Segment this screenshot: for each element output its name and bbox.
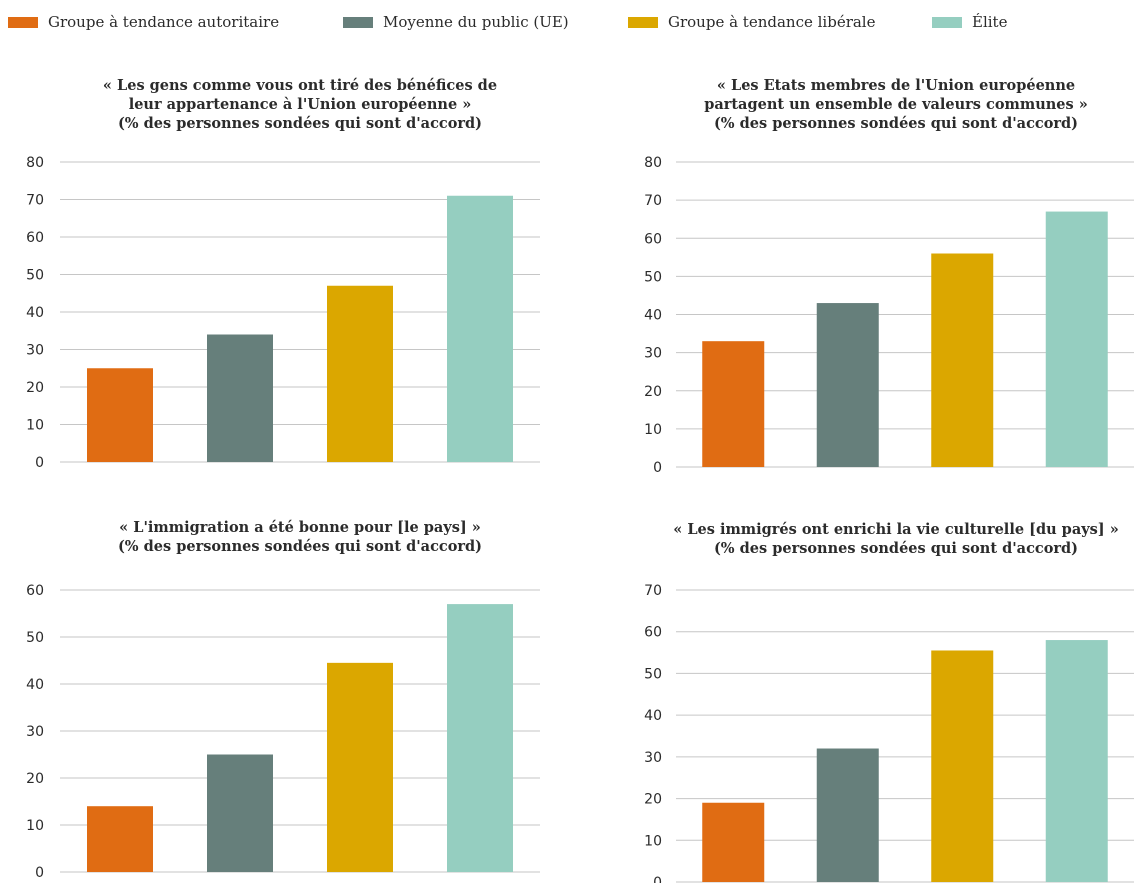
bar-2 <box>816 303 879 467</box>
chart-title-line: leur appartenance à l'Union européenne » <box>128 96 472 113</box>
legend-swatch-liberal <box>628 16 658 28</box>
y-tick-label: 30 <box>26 343 44 359</box>
bar-2 <box>207 754 273 872</box>
chart-title-line: (% des personnes sondées qui sont d'acco… <box>117 115 483 132</box>
y-tick-label: 20 <box>644 384 662 400</box>
legend-label-elite: Élite <box>972 13 1008 31</box>
y-tick-label: 30 <box>26 724 44 740</box>
legend-swatch-public-average <box>343 16 373 28</box>
y-tick-label: 30 <box>644 750 662 766</box>
y-tick-label: 60 <box>644 231 662 247</box>
bar-3 <box>327 285 393 462</box>
y-tick-label: 30 <box>644 346 662 362</box>
chart-title-line: partagent un ensemble de valeurs commune… <box>704 96 1088 113</box>
chart-title-immigration-good: « L'immigration a été bonne pour [le pay… <box>60 518 540 556</box>
bar-1 <box>702 341 765 467</box>
bar-4 <box>447 195 513 462</box>
y-tick-label: 10 <box>644 422 662 438</box>
y-tick-label: 60 <box>26 583 44 599</box>
y-tick-label: 10 <box>26 818 44 834</box>
y-tick-label: 60 <box>26 230 44 246</box>
chart-title-line: (% des personnes sondées qui sont d'acco… <box>117 538 483 555</box>
chart-title-eu-benefits: « Les gens comme vous ont tiré des bénéf… <box>60 76 540 133</box>
bar-4 <box>1045 640 1108 882</box>
y-tick-label: 10 <box>26 418 44 434</box>
bar-4 <box>447 604 513 872</box>
legend-item-authoritarian: Groupe à tendance autoritaire <box>8 13 279 31</box>
y-tick-label: 40 <box>644 308 662 324</box>
chart-title-line: « L'immigration a été bonne pour [le pay… <box>119 519 481 536</box>
y-tick-label: 10 <box>644 833 662 849</box>
y-tick-label: 70 <box>26 193 44 209</box>
y-tick-label: 40 <box>26 677 44 693</box>
y-tick-label: 50 <box>644 269 662 285</box>
bar-3 <box>931 650 994 882</box>
y-tick-label: 70 <box>644 583 662 599</box>
bar-2 <box>816 748 879 882</box>
bar-1 <box>702 802 765 882</box>
y-tick-label: 40 <box>644 708 662 724</box>
y-tick-label: 40 <box>26 305 44 321</box>
y-tick-label: 20 <box>644 792 662 808</box>
legend-item-public-average: Moyenne du public (UE) <box>343 13 569 31</box>
y-tick-label: 70 <box>644 193 662 209</box>
legend-swatch-elite <box>932 16 962 28</box>
chart-title-cultural-life: « Les immigrés ont enrichi la vie cultur… <box>656 520 1136 558</box>
y-tick-label: 0 <box>653 460 662 476</box>
y-tick-label: 50 <box>26 268 44 284</box>
chart-title-line: « Les gens comme vous ont tiré des bénéf… <box>102 77 498 94</box>
legend-item-liberal: Groupe à tendance libérale <box>628 13 875 31</box>
y-tick-label: 0 <box>35 455 44 471</box>
bar-3 <box>931 253 994 467</box>
y-tick-label: 80 <box>26 155 44 171</box>
chart-title-common-values: « Les Etats membres de l'Union européenn… <box>656 76 1136 133</box>
legend-item-elite: Élite <box>932 13 1007 31</box>
chart-title-line: (% des personnes sondées qui sont d'acco… <box>713 115 1079 132</box>
bar-1 <box>87 368 153 462</box>
legend: Groupe à tendance autoritaire Moyenne du… <box>0 0 1136 42</box>
y-tick-label: 80 <box>644 155 662 171</box>
legend-label-public-average: Moyenne du public (UE) <box>383 13 569 31</box>
y-tick-label: 20 <box>26 771 44 787</box>
bar-3 <box>327 662 393 872</box>
y-tick-label: 50 <box>26 630 44 646</box>
legend-label-liberal: Groupe à tendance libérale <box>668 13 876 31</box>
y-tick-label: 0 <box>35 865 44 881</box>
y-tick-label: 20 <box>26 380 44 396</box>
legend-swatch-authoritarian <box>8 16 38 28</box>
y-tick-label: 50 <box>644 666 662 682</box>
bar-1 <box>87 806 153 872</box>
chart-title-line: « Les immigrés ont enrichi la vie cultur… <box>673 521 1119 538</box>
bar-4 <box>1045 211 1108 467</box>
legend-label-authoritarian: Groupe à tendance autoritaire <box>48 13 280 31</box>
chart-title-line: (% des personnes sondées qui sont d'acco… <box>713 540 1079 557</box>
y-tick-label: 60 <box>644 625 662 641</box>
y-tick-label: 0 <box>653 875 662 883</box>
chart-title-line: « Les Etats membres de l'Union européenn… <box>716 77 1076 94</box>
bar-2 <box>207 334 273 462</box>
